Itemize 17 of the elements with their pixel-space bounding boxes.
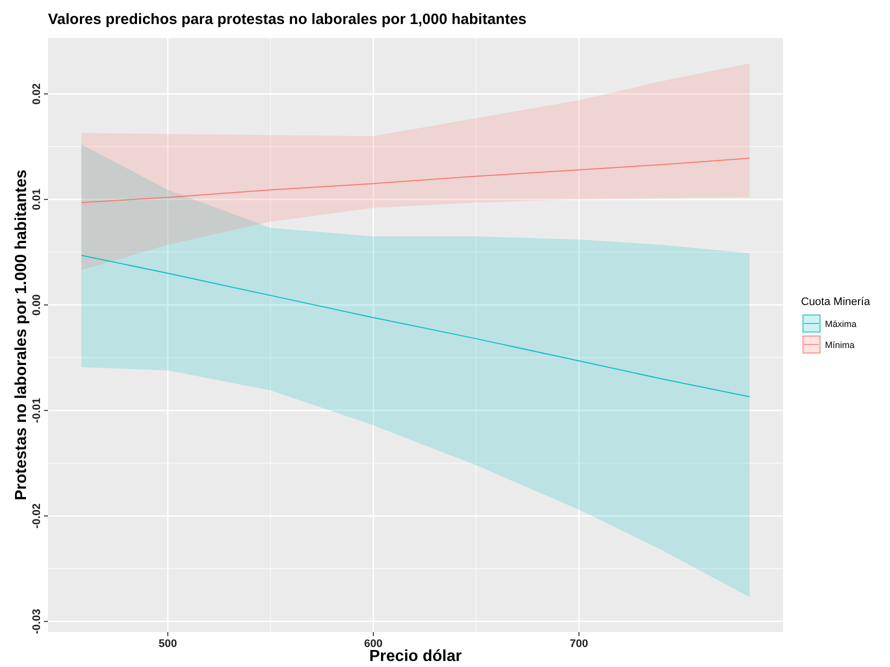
y-tick-label: 0.01 xyxy=(31,188,43,210)
y-axis-title: Protestas no laborales por 1.000 habitantes xyxy=(13,170,30,500)
y-tick-label: 0.02 xyxy=(31,83,43,105)
legend-label: Máxima xyxy=(825,319,857,329)
line-series xyxy=(80,254,750,398)
x-tick-label: 500 xyxy=(158,638,177,650)
x-axis-title: Precio dólar xyxy=(369,648,462,665)
chart-title: Valores predichos para protestas no laborales por 1,000 habitantes xyxy=(48,11,527,28)
x-tick-label: 700 xyxy=(570,638,588,650)
y-tick-label: 0.00 xyxy=(31,294,43,316)
y-tick-label: -0.02 xyxy=(31,503,43,528)
y-tick-label: -0.03 xyxy=(31,608,43,634)
legend-title: Cuota Minería xyxy=(801,296,871,308)
y-tick-label: -0.01 xyxy=(31,398,43,423)
x-tick-label: 600 xyxy=(364,638,383,650)
line-series xyxy=(80,158,750,204)
legend-label: Mínima xyxy=(825,340,855,350)
